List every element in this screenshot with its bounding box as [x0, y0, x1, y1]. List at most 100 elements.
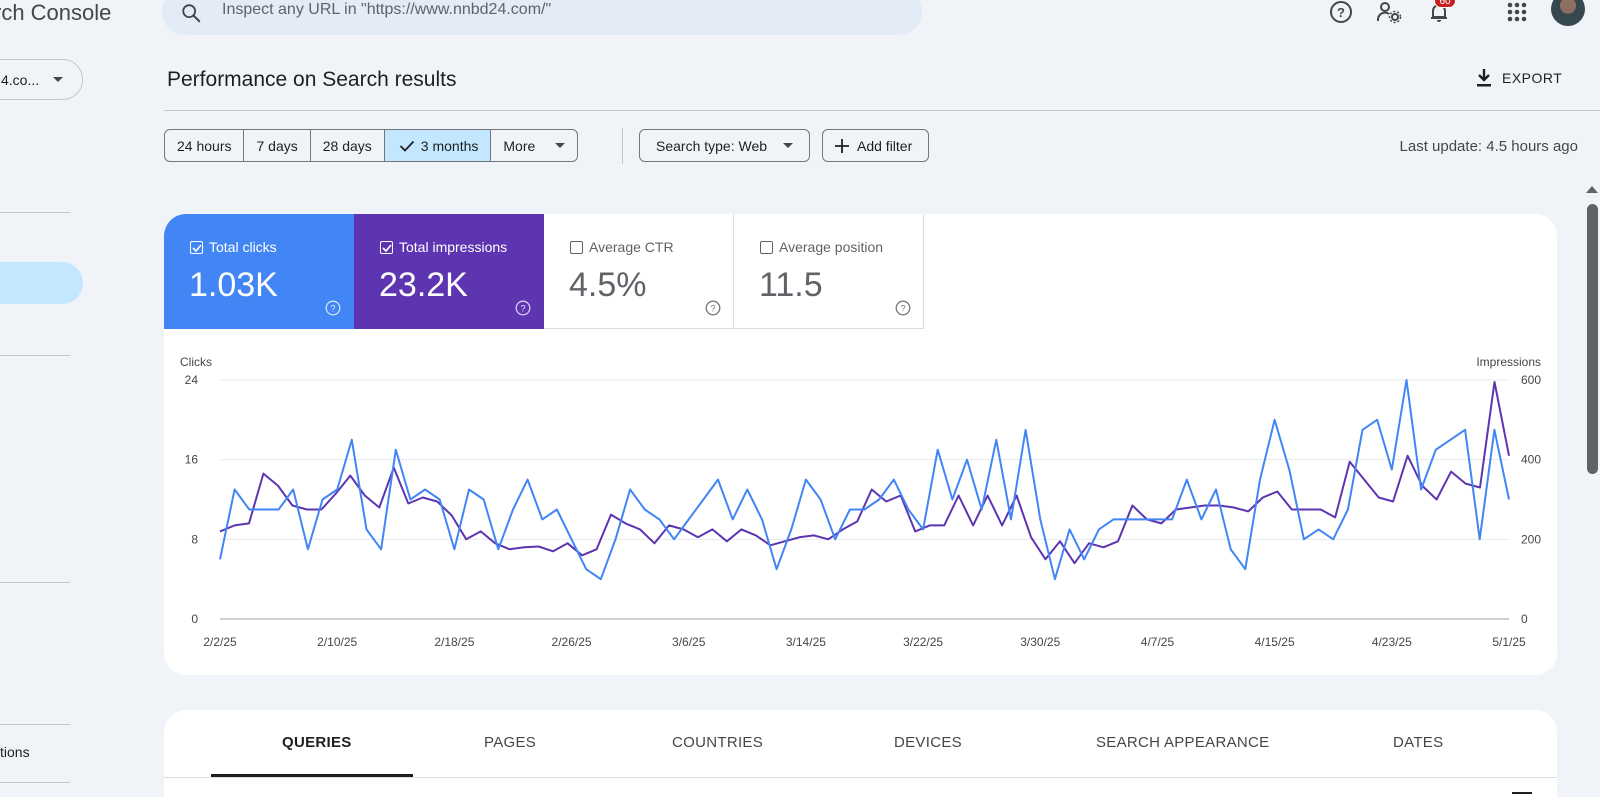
metric-value: 1.03K — [189, 266, 278, 304]
svg-text:?: ? — [710, 304, 715, 314]
search-type-filter[interactable]: Search type: Web — [639, 129, 811, 162]
left-axis-label: Clicks — [180, 355, 212, 369]
help-icon[interactable]: ? — [705, 300, 721, 316]
date-filter-7-days[interactable]: 7 days — [244, 130, 311, 161]
filter-divider — [622, 128, 623, 164]
chevron-down-icon — [783, 143, 794, 148]
x-axis-tick-label: 3/6/25 — [672, 635, 706, 649]
tabs-divider — [164, 777, 1557, 778]
date-filter-label: 7 days — [256, 137, 298, 154]
metric-value: 23.2K — [379, 266, 468, 304]
sidebar-divider — [0, 782, 70, 783]
right-axis-tick-label: 600 — [1521, 373, 1541, 387]
breakdown-table-card — [164, 710, 1557, 797]
property-selector[interactable]: 4.co... — [0, 59, 83, 100]
metric-label: Average CTR — [589, 239, 674, 255]
checkbox-unchecked-icon — [760, 241, 773, 254]
add-filter-label: Add filter — [857, 137, 913, 154]
date-filter-3-months[interactable]: 3 months — [384, 130, 492, 161]
x-axis-tick-label: 4/23/25 — [1372, 635, 1412, 649]
tab-countries[interactable]: COUNTRIES — [672, 734, 764, 751]
metric-value: 11.5 — [759, 266, 823, 304]
help-icon[interactable]: ? — [515, 300, 531, 316]
date-filter-24-hours[interactable]: 24 hours — [165, 130, 245, 161]
metric-tile-total-clicks[interactable]: Total clicks 1.03K ? — [164, 214, 354, 329]
metric-label: Total clicks — [209, 239, 277, 255]
sidebar-item-label[interactable]: tions — [0, 744, 30, 760]
last-update-text: Last update: 4.5 hours ago — [1399, 138, 1578, 155]
header-divider — [164, 110, 1600, 111]
date-range-selector: 24 hours 7 days 28 days 3 months More — [164, 129, 579, 162]
date-filter-label: 3 months — [420, 137, 479, 154]
plus-icon — [835, 138, 849, 153]
left-axis-tick-label: 24 — [185, 373, 199, 387]
download-icon — [1477, 69, 1491, 87]
filter-rows-icon[interactable] — [1512, 792, 1532, 794]
date-filter-28-days[interactable]: 28 days — [311, 130, 385, 161]
x-axis-tick-label: 4/7/25 — [1141, 635, 1175, 649]
series-line-clicks — [219, 379, 1510, 581]
date-filter-label: More — [503, 137, 536, 154]
left-axis-tick-label: 8 — [191, 532, 198, 546]
help-icon[interactable]: ? — [325, 300, 341, 316]
right-axis-tick-label: 0 — [1521, 612, 1528, 626]
scroll-up-arrow-icon[interactable] — [1586, 186, 1598, 193]
tab-pages[interactable]: PAGES — [484, 734, 537, 751]
metric-label: Average position — [779, 239, 884, 255]
svg-text:?: ? — [900, 304, 905, 314]
active-tab-indicator — [211, 774, 413, 777]
metric-value: 4.5% — [569, 266, 647, 304]
svg-text:?: ? — [330, 304, 335, 314]
metric-tiles: Total clicks 1.03K ? Total impressions 2… — [164, 214, 924, 329]
metric-tile-average-position[interactable]: Average position 11.5 ? — [734, 214, 924, 329]
checkbox-checked-icon — [190, 241, 203, 254]
scrollbar-thumb[interactable] — [1587, 204, 1598, 474]
property-label: 4.co... — [1, 71, 40, 88]
tab-devices[interactable]: DEVICES — [894, 734, 962, 751]
sidebar-item-performance[interactable] — [0, 262, 83, 304]
search-icon — [182, 4, 201, 23]
x-axis-tick-label: 4/15/25 — [1255, 635, 1295, 649]
user-settings-icon[interactable] — [1376, 0, 1402, 24]
metric-label: Total impressions — [399, 239, 508, 255]
left-axis-tick-label: 0 — [191, 612, 198, 626]
x-axis-tick-label: 3/30/25 — [1020, 635, 1060, 649]
tab-dates[interactable]: DATES — [1393, 734, 1444, 751]
metric-tile-average-ctr[interactable]: Average CTR 4.5% ? — [544, 214, 734, 329]
svg-text:?: ? — [1337, 5, 1345, 20]
sidebar-divider — [0, 355, 70, 356]
sidebar-divider — [0, 724, 70, 725]
checkbox-unchecked-icon — [570, 241, 583, 254]
date-filter-label: 28 days — [322, 137, 372, 154]
performance-line-chart[interactable]: Clicks Impressions 0 8 16 24 0 200 400 600 2/2… — [164, 340, 1557, 660]
help-icon[interactable]: ? — [895, 300, 911, 316]
app-title: rch Console — [0, 0, 112, 25]
add-filter-button[interactable]: Add filter — [822, 129, 930, 162]
x-axis-tick-label: 2/18/25 — [434, 635, 474, 649]
url-inspect-search-bar[interactable] — [162, 0, 922, 35]
sidebar-divider — [0, 212, 70, 213]
series-line-impressions — [219, 381, 1510, 565]
search-type-label: Search type: Web — [656, 137, 768, 154]
x-axis-tick-label: 3/14/25 — [786, 635, 826, 649]
metric-tile-total-impressions[interactable]: Total impressions 23.2K ? — [354, 214, 544, 329]
x-axis-tick-label: 2/10/25 — [317, 635, 357, 649]
right-axis-tick-label: 200 — [1521, 532, 1541, 546]
url-inspect-input[interactable] — [222, 0, 902, 22]
checkbox-checked-icon — [380, 241, 393, 254]
date-filter-more[interactable]: More — [491, 130, 577, 161]
right-axis-tick-label: 400 — [1521, 453, 1541, 467]
account-avatar[interactable] — [1551, 0, 1585, 26]
help-icon[interactable]: ? — [1328, 0, 1354, 24]
chevron-down-icon — [53, 77, 64, 82]
tab-queries[interactable]: QUERIES — [282, 734, 352, 751]
tab-search-appearance[interactable]: SEARCH APPEARANCE — [1096, 734, 1270, 751]
export-button[interactable]: EXPORT — [1476, 64, 1562, 92]
x-axis-tick-label: 2/26/25 — [552, 635, 592, 649]
chevron-down-icon — [555, 143, 566, 148]
left-axis-tick-label: 16 — [185, 453, 199, 467]
apps-grid-icon[interactable] — [1504, 0, 1530, 24]
right-axis-label: Impressions — [1476, 355, 1541, 369]
x-axis-tick-label: 2/2/25 — [203, 635, 237, 649]
sidebar-divider — [0, 582, 70, 583]
